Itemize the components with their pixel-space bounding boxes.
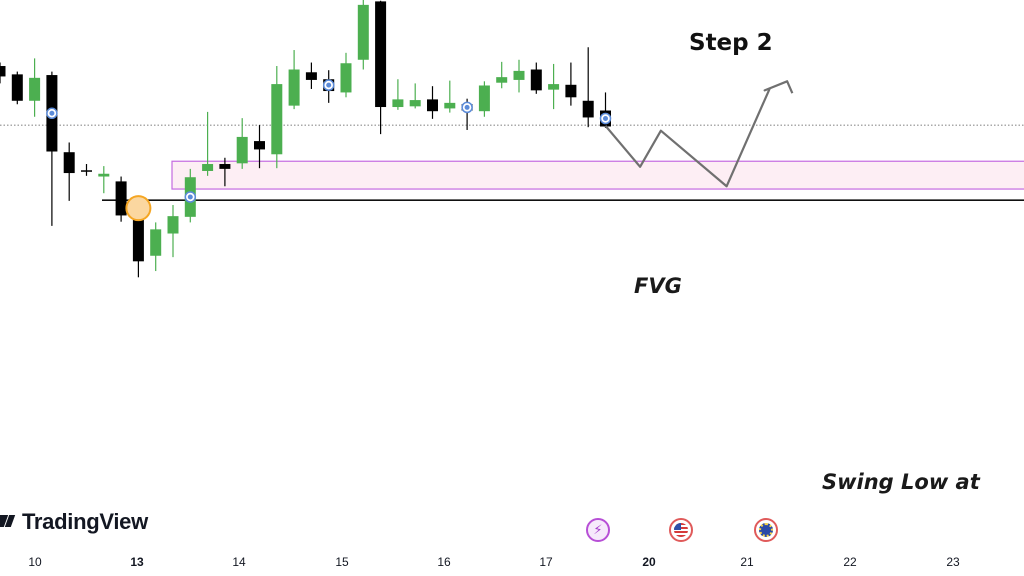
candle [29, 58, 41, 117]
candle [115, 176, 127, 222]
candle-body [115, 181, 127, 216]
step-title: Step 2 [689, 30, 773, 56]
candle [219, 157, 231, 187]
candle [11, 71, 23, 105]
candle-body [236, 136, 248, 164]
candle-body [305, 72, 317, 80]
event-dot-core [49, 110, 55, 116]
candle-body [11, 74, 23, 101]
candle [357, 0, 369, 70]
candle-body [357, 4, 369, 60]
candle [409, 83, 421, 109]
candle [81, 164, 92, 176]
candle-body [81, 170, 92, 172]
x-tick-label: 13 [130, 555, 144, 569]
candle [46, 71, 58, 226]
candle-body [271, 84, 283, 155]
candle [565, 62, 577, 106]
candle [132, 211, 144, 278]
candle [236, 118, 248, 169]
candle-body [478, 85, 490, 112]
lightning-bolt-icon[interactable]: ⚡ [586, 518, 610, 542]
candle [444, 80, 456, 113]
candle-body [150, 229, 162, 256]
candle-body [29, 77, 41, 101]
candle [271, 66, 283, 169]
candle [305, 62, 317, 89]
candle [0, 62, 6, 84]
candle-body [427, 99, 438, 112]
candle [427, 86, 438, 119]
event-dot-core [464, 104, 470, 110]
candle-body [496, 77, 508, 83]
candle-body [409, 100, 421, 107]
candle [392, 79, 404, 110]
candle-body [375, 1, 387, 108]
swing-low-label: Swing Low at [822, 470, 980, 494]
candle [478, 81, 490, 117]
candle [150, 222, 162, 272]
candle-body [340, 63, 352, 93]
candle-body [582, 100, 594, 118]
candle-body [0, 66, 6, 77]
candle [530, 62, 542, 94]
candle [340, 52, 352, 98]
event-dot-core [187, 194, 193, 200]
candle [375, 0, 387, 135]
x-tick-label: 23 [946, 555, 960, 569]
candle-body [288, 69, 300, 106]
candle [167, 205, 179, 258]
candle-body [202, 164, 214, 171]
x-tick-label: 20 [642, 555, 656, 569]
swing-low-marker [125, 195, 152, 222]
candle-body [219, 164, 231, 169]
candle [98, 166, 110, 194]
candle-body [254, 141, 265, 150]
fvg-label: FVG [634, 274, 682, 298]
candle [513, 59, 525, 93]
candle-body [392, 99, 404, 108]
x-tick-label: 10 [28, 555, 42, 569]
candle [496, 61, 508, 89]
candle-body [167, 216, 179, 234]
candle-body [548, 84, 560, 90]
candle-body [98, 173, 110, 177]
candle [254, 125, 265, 169]
candle [202, 111, 214, 176]
x-tick-label: 14 [232, 555, 246, 569]
x-tick-label: 16 [437, 555, 451, 569]
candles-layer [0, 0, 611, 278]
candle-body [63, 152, 75, 174]
candle-body [565, 84, 577, 98]
fvg-zone [171, 160, 1024, 190]
event-dot-core [326, 82, 332, 88]
x-tick-label: 17 [539, 555, 553, 569]
tradingview-logo-icon [0, 513, 16, 531]
candle [548, 63, 560, 110]
candle [582, 47, 594, 128]
x-tick-label: 21 [740, 555, 754, 569]
projection-path [604, 80, 794, 188]
candle-body [513, 70, 525, 80]
candle-body [444, 102, 456, 109]
candle-body [530, 69, 542, 91]
x-tick-label: 15 [335, 555, 349, 569]
candle [63, 142, 75, 201]
x-tick-label: 22 [843, 555, 857, 569]
eu-flag-icon[interactable] [754, 518, 778, 542]
tradingview-brand[interactable]: TradingView [0, 508, 148, 536]
event-dot-core [603, 115, 608, 121]
candle [288, 50, 300, 110]
us-flag-icon[interactable] [669, 518, 693, 542]
candle-body [132, 215, 144, 262]
markers-layer [46, 79, 612, 203]
brand-name: TradingView [22, 509, 148, 534]
